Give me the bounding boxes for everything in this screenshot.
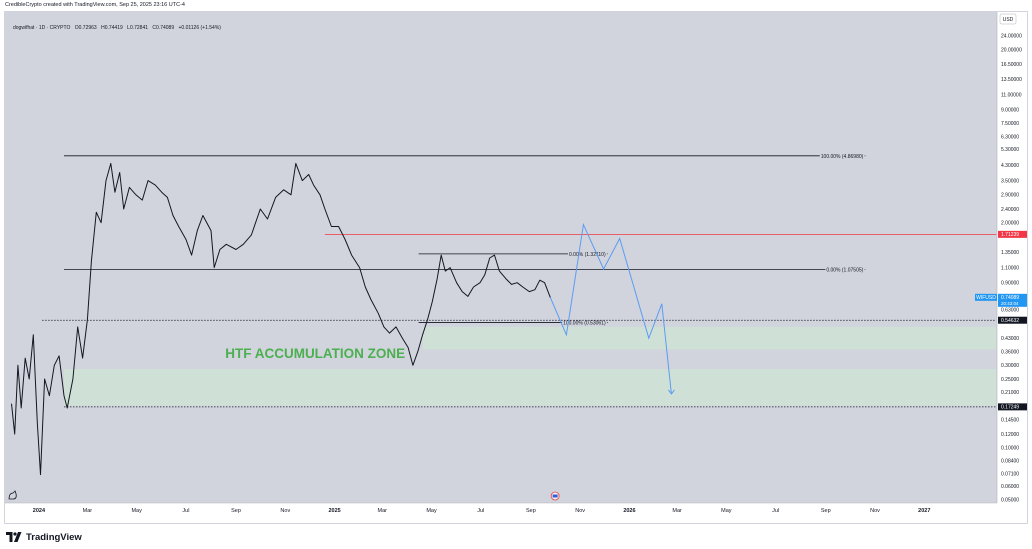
legend-high: H0.74419: [101, 25, 123, 31]
y-tick-label: 0.21000: [1001, 390, 1019, 396]
high-line-label-bg: [819, 153, 865, 160]
zone-annotation: HTF ACCUMULATION ZONE: [225, 346, 405, 361]
x-tick-label: Jul: [772, 508, 779, 514]
y-tick-label: 0.63000: [1001, 307, 1019, 313]
y-tick-label: 0.07100: [1001, 471, 1019, 477]
dog-icon: [8, 490, 17, 500]
currency-button[interactable]: [999, 13, 1017, 25]
y-tick-label: 5.30000: [1001, 147, 1019, 153]
y-tick-label: 1.10000: [1001, 265, 1019, 271]
y-tick-label: 1.35000: [1001, 250, 1019, 256]
y-tick-label: 16.50000: [1001, 62, 1022, 68]
projection-path: [549, 222, 672, 394]
x-tick-label: Nov: [575, 508, 585, 514]
y-tick-label: 20.00000: [1001, 47, 1022, 53]
x-tick-label: 2026: [623, 508, 635, 514]
y-tick-label: 0.08400: [1001, 459, 1019, 465]
y-tick-label: 0.36000: [1001, 349, 1019, 355]
legend-change: +0.01126 (+1.54%): [178, 25, 221, 31]
fib-0-upper-label: 0.00% (1.32110): [569, 252, 606, 258]
tradingview-logo-icon: [6, 532, 22, 542]
x-tick-label: Jul: [182, 508, 189, 514]
fib-0-lower-label-bg: [825, 267, 865, 274]
x-tick-label: Sep: [821, 508, 831, 514]
y-tick-label: 2.90000: [1001, 193, 1019, 199]
y-tick-label: 0.05000: [1001, 498, 1019, 504]
price-badge: [998, 230, 1027, 238]
x-tick-label: Mar: [83, 508, 93, 514]
price-badge-label: 1.71239: [1001, 232, 1019, 238]
y-tick-label: 2.00000: [1001, 220, 1019, 226]
y-tick-label: 24.00000: [1001, 34, 1022, 40]
high-line-label: 100.00% (4.86980): [821, 154, 864, 160]
legend-open: O0.72963: [74, 25, 97, 31]
y-tick-label: 0.10000: [1001, 446, 1019, 452]
legend-low: L0.72841: [127, 25, 149, 31]
footer: TradingView: [6, 528, 82, 546]
time-axis-background: [5, 503, 1027, 523]
x-tick-label: Nov: [870, 508, 880, 514]
legend-close: C0.74089: [152, 25, 175, 31]
y-tick-label: 3.50000: [1001, 178, 1019, 184]
chart-attribution: CredibleCrypto created with TradingView.…: [5, 2, 185, 8]
price-badge-label: 0.17249: [1001, 405, 1019, 411]
symbol-legend: dogwifhat · 1D · CRYPTO O0.72963 H0.7441…: [13, 25, 224, 31]
y-tick-label: 6.30000: [1001, 134, 1019, 140]
x-tick-label: Nov: [280, 508, 290, 514]
currency-label: USD: [1003, 17, 1014, 23]
projection-arrowhead: [668, 389, 675, 395]
x-tick-label: Mar: [672, 508, 682, 514]
countdown-label: 20:43:04: [1001, 301, 1019, 306]
brand-name: TradingView: [26, 531, 82, 543]
price-badge: [998, 293, 1027, 307]
upper-zone: [422, 326, 997, 350]
price-axis-background: [997, 12, 1027, 523]
price-badge: [998, 403, 1027, 411]
legend-symbol[interactable]: dogwifhat · 1D · CRYPTO: [13, 25, 71, 31]
y-tick-label: 13.50000: [1001, 77, 1022, 83]
y-tick-label: 0.43000: [1001, 336, 1019, 342]
x-tick-label: 2024: [33, 508, 46, 514]
y-tick-label: 11.00000: [1001, 92, 1022, 98]
y-tick-label: 0.30000: [1001, 363, 1019, 369]
y-tick-label: 0.90000: [1001, 281, 1019, 287]
x-tick-label: May: [131, 508, 142, 514]
price-badge-label: 0.74089: [1001, 295, 1019, 301]
price-badge: [998, 316, 1027, 324]
plot-background: [5, 12, 997, 503]
y-tick-label: 4.30000: [1001, 163, 1019, 169]
x-tick-label: 2027: [918, 508, 930, 514]
fib-0-upper-label-bg: [568, 251, 607, 258]
x-tick-label: Sep: [231, 508, 241, 514]
fib-0-lower-label: 0.00% (1.07505): [826, 267, 863, 273]
x-tick-label: May: [721, 508, 732, 514]
lower-zone: [63, 369, 997, 406]
symbol-name-label: WIFUSD: [976, 295, 996, 301]
flag-icon-flag: [552, 494, 558, 498]
symbol-name-badge: [975, 293, 997, 301]
x-tick-label: Mar: [378, 508, 388, 514]
x-tick-label: May: [426, 508, 437, 514]
y-tick-label: 0.06000: [1001, 484, 1019, 490]
x-tick-label: 2025: [328, 508, 340, 514]
y-tick-label: 0.14500: [1001, 418, 1019, 424]
price-badge-label: 0.54632: [1001, 318, 1019, 324]
price-series: [11, 162, 551, 476]
fib-100-upper-label: 100.00% (0.53061): [563, 320, 606, 326]
x-tick-label: Sep: [526, 508, 536, 514]
y-tick-label: 2.40000: [1001, 207, 1019, 213]
price-chart-svg[interactable]: 100.00% (4.86980) 0.00% (1.07505) 0.00% (1…: [5, 12, 1027, 523]
y-tick-label: 9.00000: [1001, 107, 1019, 113]
y-tick-label: 0.25000: [1001, 377, 1019, 383]
y-tick-label: 7.50000: [1001, 121, 1019, 127]
chart-area[interactable]: 100.00% (4.86980) 0.00% (1.07505) 0.00% (1…: [4, 11, 1028, 524]
fib-100-upper-label-bg: [562, 320, 607, 327]
y-tick-label: 0.12000: [1001, 432, 1019, 438]
x-tick-label: Jul: [477, 508, 484, 514]
